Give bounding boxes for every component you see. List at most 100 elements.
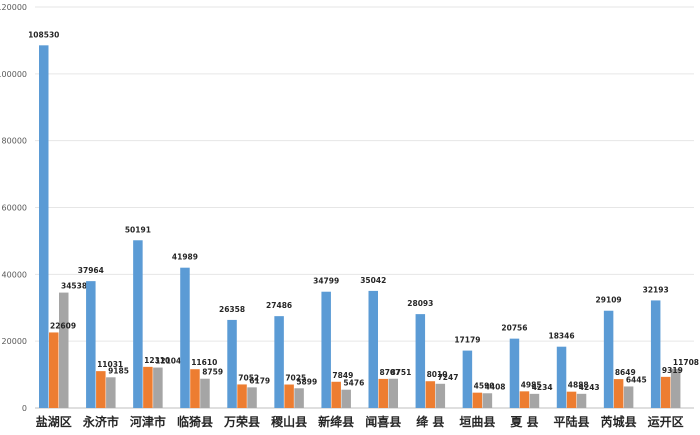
data-label: 17179: [454, 336, 480, 345]
data-label: 11610: [191, 358, 217, 367]
data-label: 12104: [155, 357, 181, 366]
bar: [519, 391, 530, 408]
bar: [143, 366, 153, 408]
bar: [556, 346, 567, 408]
bar: [529, 393, 540, 408]
data-label: 34799: [313, 277, 339, 286]
data-label: 11708: [673, 358, 699, 367]
data-label: 7052: [238, 373, 259, 382]
y-tick-label: 60000: [2, 204, 27, 213]
bar: [274, 316, 284, 408]
bar: [509, 338, 520, 408]
bar: [660, 376, 671, 408]
y-tick-label: 20000: [2, 337, 27, 346]
x-category-label: 芮城县: [601, 414, 637, 429]
bar: [435, 383, 446, 408]
y-tick-label: 80000: [2, 137, 27, 146]
x-category-label: 平陆县: [554, 414, 590, 429]
bar: [227, 319, 237, 408]
bar: [86, 281, 96, 408]
data-label: 27486: [266, 301, 292, 310]
bar: [96, 371, 106, 408]
data-label: 4408: [485, 382, 506, 391]
data-label: 34538: [61, 282, 87, 291]
data-label: 11031: [97, 360, 123, 369]
bar: [49, 332, 59, 408]
data-label: 8759: [202, 368, 223, 377]
data-label: 8649: [615, 368, 636, 377]
x-category-label: 垣曲县: [459, 414, 495, 429]
data-label: 41989: [172, 253, 198, 262]
bar: [368, 290, 378, 408]
data-label: 32193: [643, 285, 669, 294]
data-label: 4590: [474, 382, 495, 391]
data-label: 8707: [380, 368, 401, 377]
bar: [576, 393, 587, 408]
data-label: 9319: [662, 366, 683, 375]
data-label: 20756: [501, 324, 527, 333]
data-label: 4985: [521, 380, 542, 389]
bar: [566, 391, 577, 408]
bar: [106, 377, 116, 408]
x-category-label: 新绛县: [318, 414, 354, 429]
data-label: 35042: [360, 276, 386, 285]
bar: [190, 369, 200, 408]
bar: [237, 384, 247, 408]
data-label: 28093: [407, 299, 433, 308]
bar: [294, 388, 304, 408]
bar: [59, 292, 69, 408]
data-label: 22609: [50, 321, 76, 330]
bar: [133, 240, 143, 408]
bar: [200, 378, 210, 408]
x-category-label: 盐湖区: [36, 414, 72, 429]
bar: [670, 368, 681, 408]
data-label: 26358: [219, 305, 245, 314]
bar: [462, 350, 473, 408]
data-label: 6445: [626, 375, 647, 384]
data-label: 4243: [579, 383, 600, 392]
x-category-label: 运开区: [648, 415, 684, 429]
bar: [247, 387, 257, 408]
y-tick-label: 40000: [2, 270, 27, 279]
bar: [425, 381, 436, 408]
bar: [613, 379, 624, 408]
bar: [378, 378, 388, 408]
x-category-label: 河津市: [129, 414, 166, 429]
data-label: 9185: [108, 366, 129, 375]
bar: [623, 386, 634, 408]
y-tick-label: 120000: [0, 3, 27, 12]
bar: [650, 300, 661, 408]
x-category-label: 临猗县: [177, 414, 213, 429]
bar: [415, 314, 426, 408]
data-label: 7025: [285, 374, 306, 383]
x-category-label: 稷山县: [271, 414, 307, 429]
bar: [153, 367, 163, 408]
data-label: 108530: [28, 30, 59, 39]
y-tick-label: 100000: [0, 70, 27, 79]
data-label: 29109: [596, 296, 622, 305]
y-tick-label: 0: [22, 404, 27, 413]
bar: [603, 310, 614, 408]
data-label: 7247: [438, 373, 459, 382]
x-category-label: 万荣县: [223, 414, 260, 429]
data-label: 4888: [568, 381, 589, 390]
bar: [472, 392, 483, 408]
bar: [482, 393, 493, 408]
bar: [341, 389, 351, 408]
data-label: 8751: [391, 368, 412, 377]
data-label: 5899: [296, 377, 317, 386]
data-label: 7849: [332, 371, 353, 380]
bar: [388, 378, 398, 408]
x-category-label: 绛 县: [416, 414, 444, 429]
bar: [284, 384, 294, 408]
data-label: 37964: [78, 266, 104, 275]
bar: [180, 267, 190, 408]
bar: [39, 45, 49, 408]
data-label: 5476: [343, 379, 364, 388]
data-label: 12310: [144, 356, 170, 365]
bar: [321, 291, 331, 408]
data-label: 8010: [427, 370, 448, 379]
data-label: 18346: [548, 332, 574, 341]
